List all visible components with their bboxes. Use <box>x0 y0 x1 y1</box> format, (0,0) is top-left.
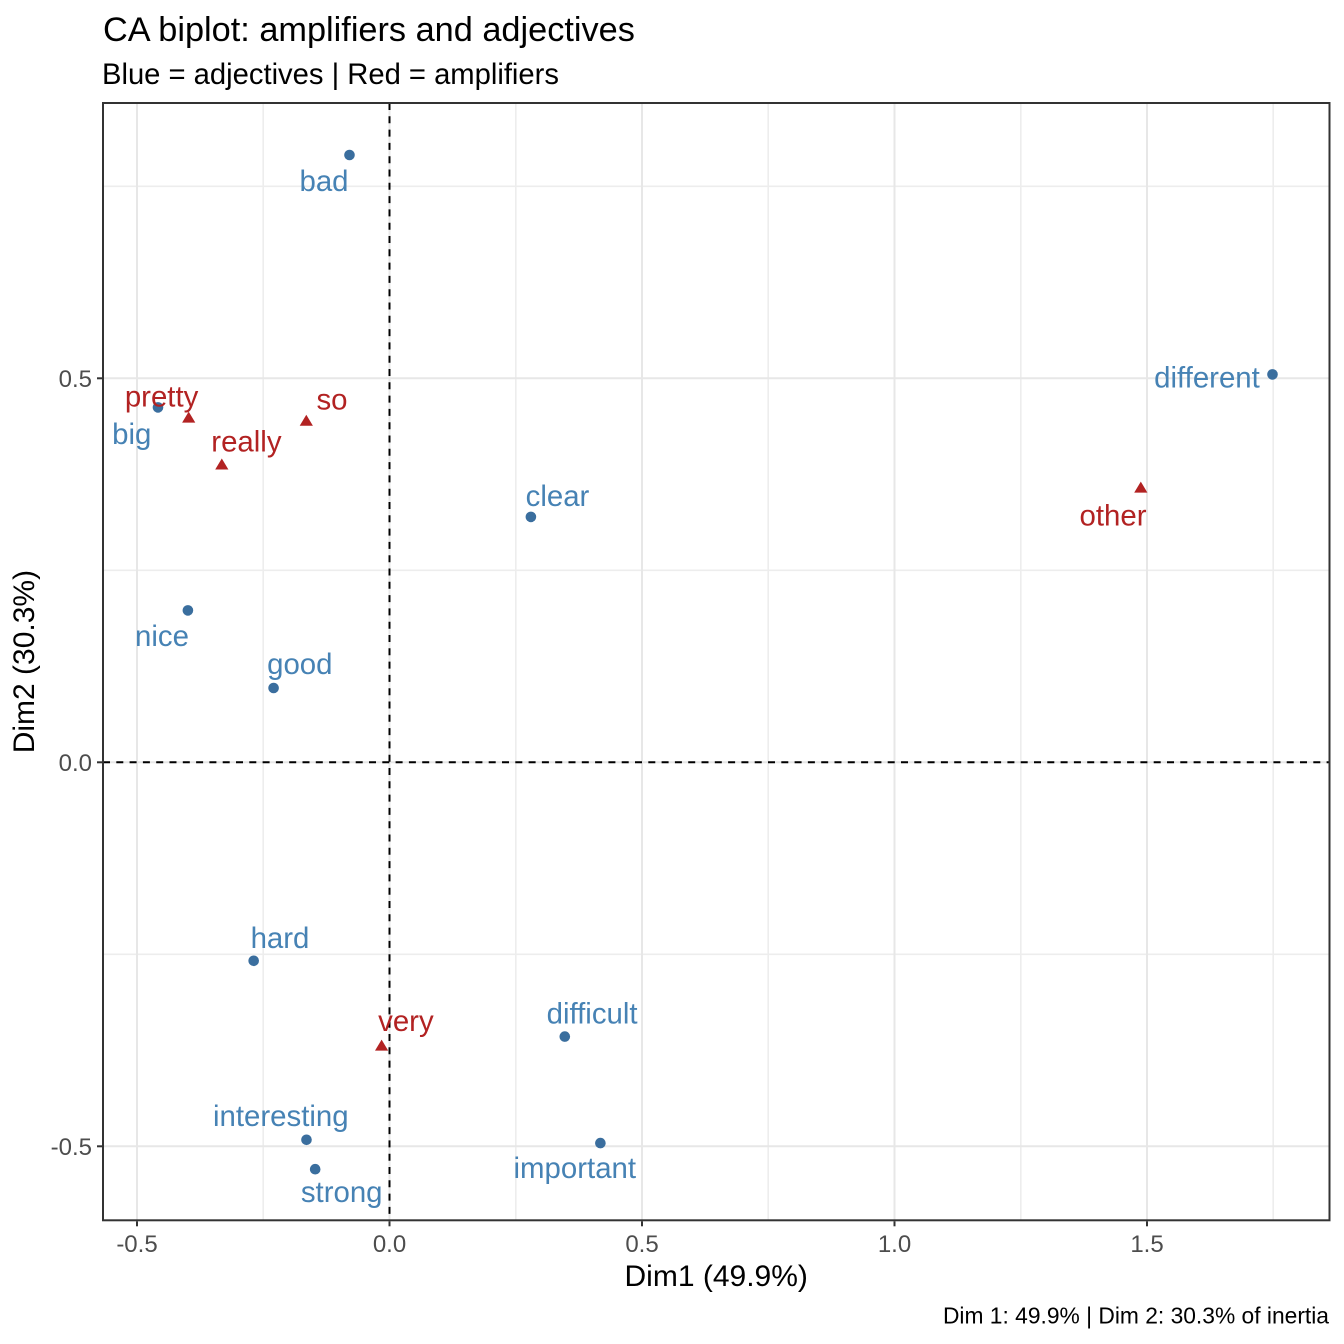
svg-text:1.0: 1.0 <box>878 1231 911 1258</box>
svg-text:Blue = adjectives | Red = ampl: Blue = adjectives | Red = amplifiers <box>102 59 559 91</box>
svg-text:different: different <box>1154 362 1260 395</box>
svg-text:-0.5: -0.5 <box>116 1231 157 1258</box>
svg-text:0.5: 0.5 <box>59 366 92 393</box>
svg-text:Dim 1: 49.9% | Dim 2: 30.3% of: Dim 1: 49.9% | Dim 2: 30.3% of inertia <box>943 1303 1329 1329</box>
svg-text:other: other <box>1080 499 1147 532</box>
svg-text:0.5: 0.5 <box>625 1231 658 1258</box>
svg-text:really: really <box>211 426 282 459</box>
svg-text:Dim1 (49.9%): Dim1 (49.9%) <box>625 1260 808 1293</box>
svg-text:important: important <box>514 1152 637 1185</box>
svg-text:0.0: 0.0 <box>59 750 92 777</box>
svg-text:strong: strong <box>301 1176 383 1209</box>
svg-text:interesting: interesting <box>213 1100 349 1133</box>
svg-text:hard: hard <box>251 922 310 955</box>
svg-text:pretty: pretty <box>125 380 199 413</box>
svg-text:nice: nice <box>135 620 189 653</box>
svg-text:good: good <box>267 648 332 681</box>
svg-text:CA biplot: amplifiers and adje: CA biplot: amplifiers and adjectives <box>103 11 635 49</box>
svg-text:so: so <box>316 383 347 416</box>
svg-text:clear: clear <box>526 480 590 513</box>
svg-text:0.0: 0.0 <box>373 1231 406 1258</box>
svg-text:very: very <box>378 1005 434 1038</box>
svg-text:Dim2 (30.3%): Dim2 (30.3%) <box>8 570 41 753</box>
svg-text:big: big <box>112 418 151 451</box>
svg-text:-0.5: -0.5 <box>51 1134 92 1161</box>
svg-text:1.5: 1.5 <box>1130 1231 1163 1258</box>
svg-text:bad: bad <box>299 165 348 198</box>
svg-text:difficult: difficult <box>547 998 638 1031</box>
